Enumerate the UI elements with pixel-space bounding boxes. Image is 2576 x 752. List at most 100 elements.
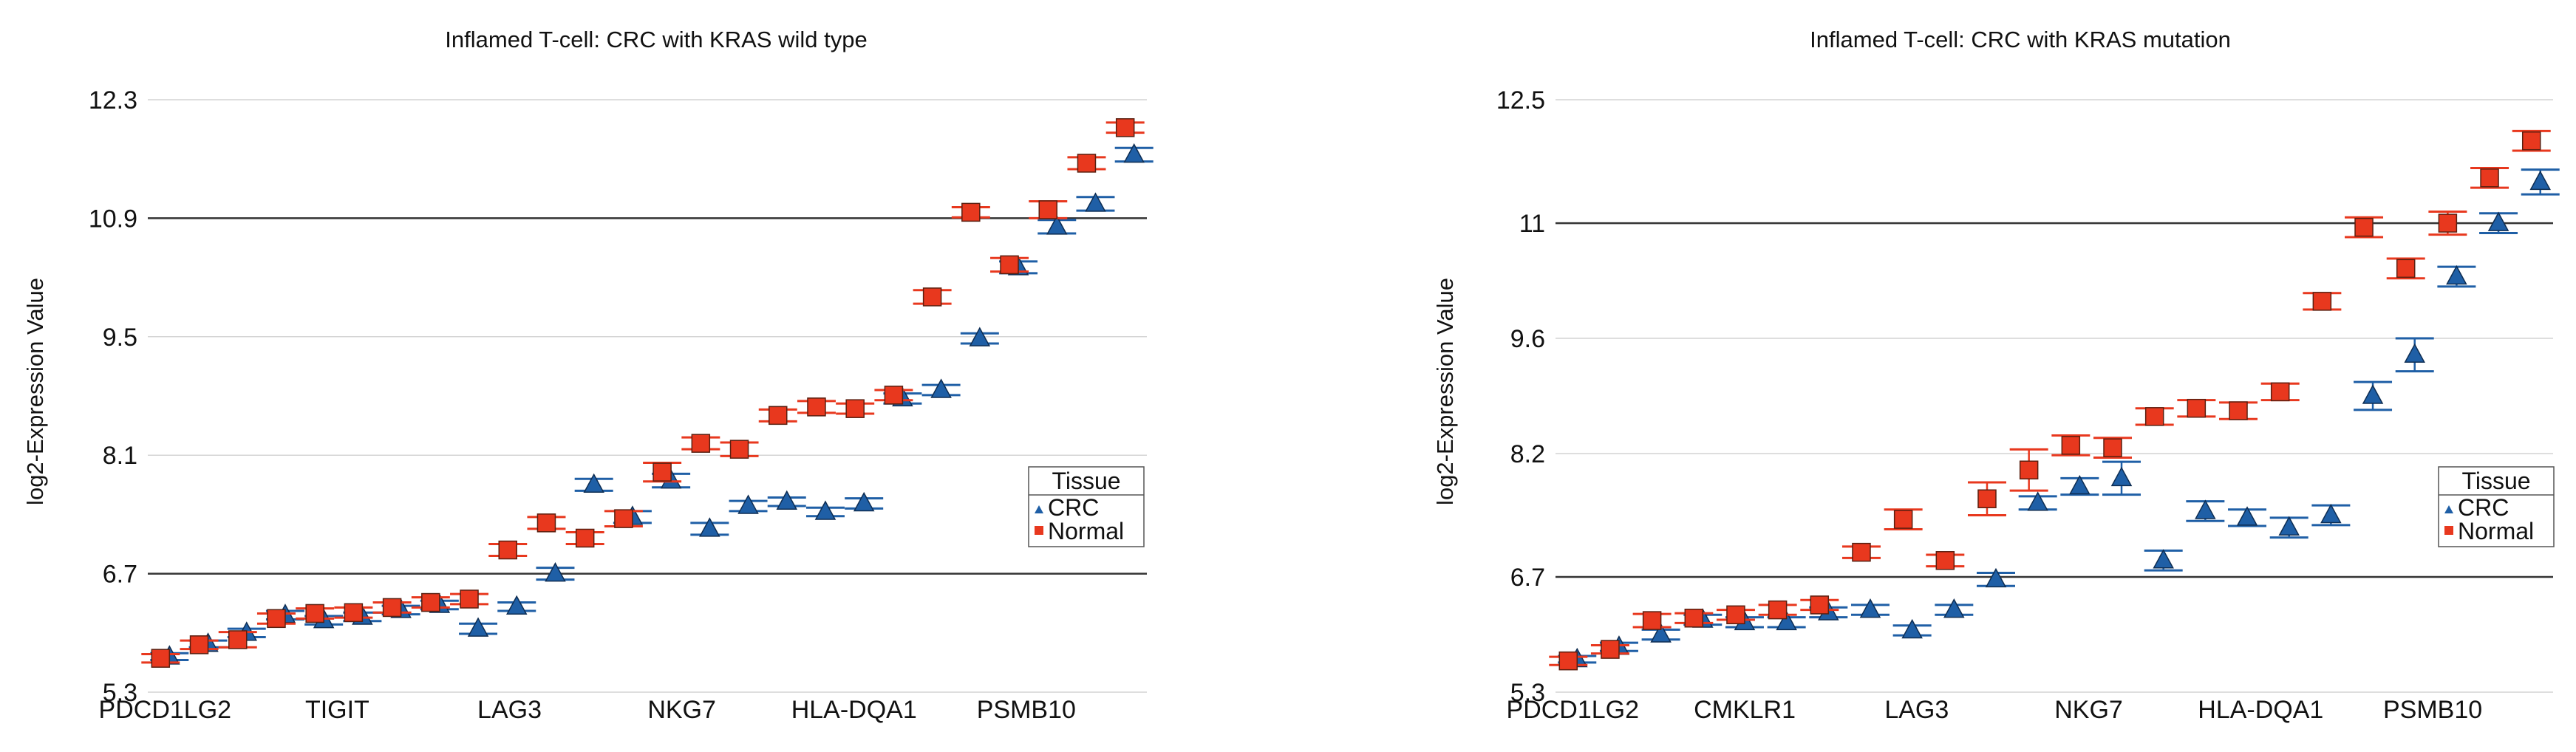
crc-point — [969, 327, 991, 346]
crc-point — [2278, 516, 2300, 536]
x-tick-label: PDCD1LG2 — [99, 696, 232, 724]
series-normal — [141, 118, 1145, 668]
series-crc — [1558, 168, 2560, 668]
normal-point — [498, 540, 517, 560]
legend-label-crc: CRC — [1048, 494, 1099, 521]
x-tick-label: LAG3 — [1884, 696, 1949, 724]
normal-point — [2144, 407, 2164, 426]
normal-point — [1077, 154, 1097, 173]
crc-point — [737, 494, 759, 514]
normal-point — [1768, 600, 1788, 620]
crc-point — [1943, 598, 1965, 618]
normal-point — [1852, 542, 1871, 562]
normal-point — [460, 589, 479, 609]
crc-point — [545, 562, 566, 582]
crc-point — [814, 500, 836, 520]
normal-point — [2103, 438, 2122, 457]
legend-normal-marker — [1035, 526, 1043, 535]
legend-label-normal: Normal — [1048, 518, 1124, 544]
legend-box — [2438, 466, 2555, 547]
normal-point — [2480, 168, 2499, 188]
normal-point — [2187, 398, 2207, 418]
legend-title: Tissue — [2461, 468, 2530, 494]
normal-point — [228, 630, 248, 649]
normal-point — [2019, 460, 2039, 479]
crc-point — [2027, 491, 2048, 511]
y-tick-label: 5.3 — [103, 679, 137, 707]
crc-point — [2195, 499, 2216, 519]
normal-point — [2061, 436, 2081, 455]
x-tick-label: CMKLR1 — [1694, 696, 1796, 724]
normal-point — [2521, 131, 2541, 151]
normal-point — [2354, 217, 2374, 237]
normal-point — [1038, 200, 1058, 219]
y-tick-label: 5.3 — [1510, 679, 1545, 707]
crc-point — [2153, 549, 2174, 569]
crc-point — [583, 473, 604, 493]
normal-point — [421, 592, 440, 612]
y-tick-label: 9.5 — [103, 324, 137, 352]
y-tick-label: 12.5 — [1496, 86, 1545, 114]
crc-point — [1985, 567, 2007, 588]
legend-label-crc: CRC — [2458, 494, 2509, 521]
legend-label-normal: Normal — [2458, 518, 2534, 544]
crc-point — [853, 491, 875, 512]
x-tick-label: PSMB10 — [2383, 696, 2482, 724]
y-tick-label: 10.9 — [89, 205, 137, 233]
crc-point — [776, 490, 798, 510]
crc-point — [2404, 343, 2425, 363]
normal-point — [691, 434, 711, 453]
crc-point — [467, 617, 489, 637]
legend-title: Tissue — [1052, 468, 1120, 494]
series-normal — [1549, 129, 2551, 671]
normal-point — [267, 609, 286, 629]
crc-point — [2529, 170, 2551, 191]
x-tick-label: TIGIT — [305, 696, 369, 724]
x-tick-label: LAG3 — [477, 696, 542, 724]
normal-point — [729, 440, 749, 459]
normal-point — [2438, 213, 2458, 233]
y-axis-title: log2-Expression Value — [22, 278, 48, 505]
crc-point — [2069, 474, 2091, 495]
y-tick-label: 11 — [1519, 210, 1545, 238]
crc-point — [2446, 264, 2467, 285]
x-tick-label: HLA-DQA1 — [791, 696, 917, 724]
normal-point — [189, 635, 209, 654]
y-tick-label: 8.2 — [1510, 440, 1545, 468]
normal-point — [536, 513, 556, 533]
chart-kras-mutation: Inflamed T-cell: CRC with KRAS mutation … — [1432, 27, 2560, 724]
normal-point — [652, 462, 672, 482]
crc-point — [505, 595, 528, 615]
crc-point — [1650, 623, 1672, 643]
normal-point — [1115, 118, 1135, 137]
crc-point — [1046, 215, 1068, 235]
normal-point — [1684, 609, 1704, 628]
normal-point — [2396, 259, 2416, 278]
normal-point — [1935, 551, 1955, 570]
normal-point — [1000, 255, 1019, 275]
crc-point — [930, 378, 952, 398]
chart-title: Inflamed T-cell: CRC with KRAS mutation — [1810, 27, 2231, 52]
normal-point — [807, 397, 826, 417]
normal-point — [845, 399, 865, 418]
x-tick-label: PSMB10 — [977, 696, 1076, 724]
crc-point — [2110, 466, 2133, 487]
normal-point — [2270, 382, 2290, 402]
crc-point — [1859, 598, 1881, 618]
normal-point — [1977, 489, 1997, 508]
normal-point — [2229, 401, 2248, 420]
crc-point — [1776, 610, 1797, 631]
crc-point — [1901, 618, 1923, 639]
crc-point — [1123, 143, 1145, 163]
crc-point — [699, 517, 720, 537]
chart-title: Inflamed T-cell: CRC with KRAS wild type — [445, 27, 867, 52]
normal-point — [382, 598, 402, 618]
normal-point — [1893, 510, 1913, 529]
x-tick-label: HLA-DQA1 — [2198, 696, 2323, 724]
normal-point — [1726, 605, 1745, 625]
y-tick-label: 9.6 — [1510, 325, 1545, 353]
crc-point — [2236, 506, 2258, 526]
